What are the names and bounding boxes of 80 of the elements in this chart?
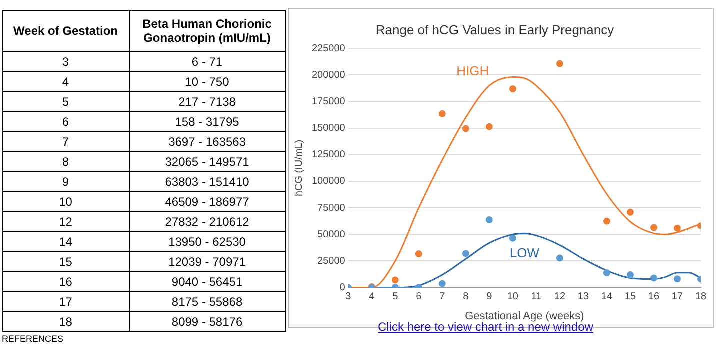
text: 12 — [2, 212, 130, 232]
y-tick-label: 125000 — [312, 150, 346, 161]
y-tick-label: 200000 — [312, 70, 346, 81]
x-tick-label: 3 — [346, 292, 352, 303]
text: Week of Gestation — [2, 10, 130, 52]
point — [603, 218, 610, 225]
point — [509, 86, 516, 93]
x-tick-label: 17 — [672, 292, 684, 303]
x-tick-label: 13 — [578, 292, 590, 303]
point — [486, 216, 493, 224]
text: 3697 - 163563 — [129, 132, 286, 152]
text: 27832 - 210612 — [129, 212, 286, 232]
text: 6 — [2, 112, 130, 132]
point — [674, 224, 681, 232]
text: 3 — [2, 52, 130, 72]
x-tick-label: 10 — [507, 292, 519, 303]
text: 15 — [2, 252, 130, 272]
x-tick-label: 6 — [416, 292, 422, 303]
series-label: LOW — [510, 246, 540, 261]
chart-title: Range of hCG Values in Early Pregnancy — [376, 22, 615, 38]
y-tick-label: 50000 — [318, 229, 346, 240]
x-tick-label: 11 — [531, 292, 542, 303]
x-tick-label: 15 — [624, 292, 636, 303]
point — [509, 234, 516, 242]
y-tick-label: 150000 — [312, 123, 346, 134]
y-axis-title: hCG (IU/mL) — [294, 140, 305, 197]
text: 63803 - 151410 — [129, 172, 286, 192]
y-tick-label: 100000 — [312, 176, 346, 188]
text: 6 - 71 — [129, 52, 286, 72]
text: Beta Human Chorionic Gonaotropin (mIU/mL) — [129, 10, 286, 52]
text: 158 - 31795 — [129, 112, 286, 132]
text: 7 — [2, 132, 130, 152]
text: 10 — [2, 192, 130, 212]
text: 8099 - 58176 — [129, 312, 286, 332]
x-tick-label: 7 — [440, 292, 446, 303]
text: 4 — [2, 72, 130, 92]
point — [462, 250, 470, 258]
point — [603, 269, 610, 276]
point — [486, 123, 493, 130]
text: 46509 - 186977 — [129, 192, 286, 212]
text: 12039 - 70971 — [129, 252, 286, 272]
y-tick-label: 25000 — [318, 256, 346, 267]
y-tick-label: 175000 — [312, 96, 346, 108]
text: 5 — [2, 92, 130, 112]
point — [438, 280, 446, 288]
y-tick-label: 75000 — [318, 202, 346, 214]
series-label: HIGH — [456, 63, 490, 78]
point — [462, 125, 470, 132]
text: 9040 - 56451 — [129, 272, 286, 292]
point — [650, 274, 658, 282]
x-tick-label: 14 — [601, 292, 613, 303]
text: 217 - 7138 — [129, 92, 286, 112]
x-tick-label: 5 — [392, 292, 399, 303]
text: 8 — [2, 152, 130, 172]
y-tick-label: 225000 — [312, 43, 346, 54]
point — [626, 208, 634, 216]
point — [392, 276, 399, 284]
text: 13950 - 62530 — [129, 232, 286, 252]
text: 18 — [2, 312, 130, 332]
x-axis-title: Gestational Age (weeks) — [465, 310, 584, 322]
text: 9 — [2, 172, 130, 192]
x-tick-label: 12 — [554, 292, 566, 303]
text: 32065 - 149571 — [129, 152, 286, 172]
text: 10 - 750 — [129, 72, 286, 92]
x-tick-label: 4 — [369, 292, 376, 303]
text: 14 — [2, 232, 130, 252]
point — [650, 224, 658, 232]
text: REFERENCES — [2, 334, 65, 344]
point — [556, 254, 564, 262]
x-tick-label: 16 — [648, 292, 660, 303]
x-tick-label: 18 — [695, 292, 707, 303]
x-tick-label: 8 — [463, 292, 470, 303]
point — [415, 250, 422, 258]
text: 8175 - 55868 — [129, 292, 286, 312]
point — [626, 272, 634, 278]
point — [438, 110, 446, 118]
x-tick-label: 9 — [486, 292, 493, 303]
point — [556, 60, 564, 68]
y-tick-label: 0 — [340, 282, 346, 294]
point — [674, 276, 681, 283]
